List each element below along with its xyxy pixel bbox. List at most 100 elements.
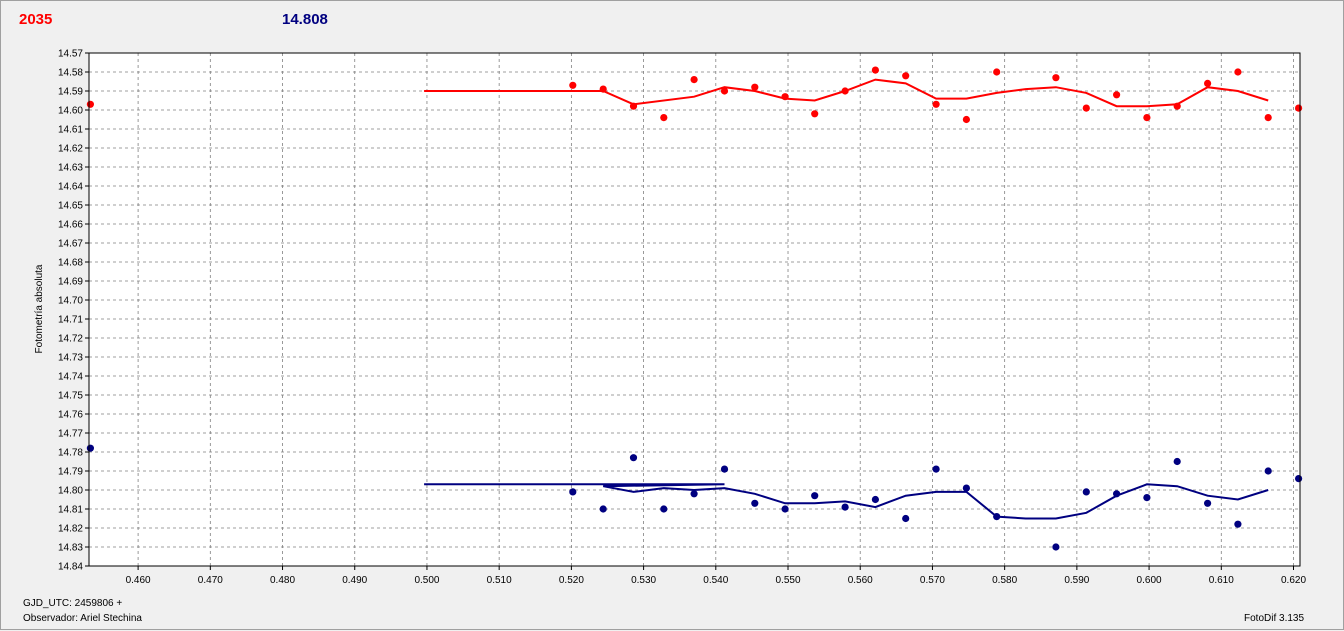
series-0-data-point	[902, 72, 910, 80]
series-0-data-point	[932, 100, 940, 108]
series-0-data-point	[1204, 79, 1212, 87]
y-tick-label: 14.82	[58, 524, 83, 535]
y-tick-label: 14.63	[58, 163, 83, 174]
series-1-data-point	[871, 495, 880, 504]
series-0-data-point	[1143, 114, 1151, 122]
series-0-data-point	[811, 110, 819, 118]
plot-background	[89, 53, 1300, 566]
series-0-trend-line	[424, 78, 1269, 108]
y-axis-label: Fotometría absoluta	[34, 264, 45, 353]
series-1-data-point	[962, 484, 971, 492]
x-tick-label: 0.460	[126, 575, 151, 586]
x-tick-label: 0.580	[992, 575, 1017, 586]
series-0-data-point	[599, 85, 607, 93]
y-tick-label: 14.70	[58, 296, 83, 307]
y-tick-label: 14.57	[58, 49, 83, 60]
series-1-data-point	[781, 505, 789, 513]
y-tick-label: 14.79	[58, 467, 83, 478]
x-tick-label: 0.600	[1137, 575, 1162, 586]
series-0-data-point	[1295, 104, 1303, 112]
series-0-data-point	[781, 93, 789, 101]
series-0-data-point	[660, 114, 668, 122]
series-0-data-point	[1113, 91, 1121, 99]
x-tick-label: 0.510	[487, 575, 512, 586]
series-1-data-point	[86, 444, 94, 452]
plot-border	[88, 52, 1301, 567]
x-tick-label: 0.590	[1064, 575, 1089, 586]
y-tick-label: 14.77	[58, 429, 83, 440]
series-1-data-point	[1234, 520, 1242, 528]
gjd-label: GJD_UTC: 2459806 +	[23, 598, 123, 609]
x-tick-label: 0.480	[270, 575, 295, 586]
series-1-data-point	[1143, 494, 1151, 502]
y-tick-label: 14.66	[58, 220, 83, 231]
series-0-data-point	[1082, 104, 1090, 112]
series-0-data-point	[871, 66, 880, 74]
x-tick-label: 0.610	[1209, 575, 1234, 586]
x-tick-label: 0.560	[848, 575, 873, 586]
series-1-data-point	[841, 503, 849, 511]
series-1-data-point	[751, 499, 759, 507]
y-tick-label: 14.72	[58, 334, 83, 345]
y-tick-label: 14.62	[58, 144, 83, 155]
y-tick-label: 14.59	[58, 87, 83, 98]
series-1-data-point	[690, 490, 698, 498]
y-tick-label: 14.61	[58, 125, 83, 136]
x-tick-label: 0.540	[703, 575, 728, 586]
version-label: FotoDif 3.135	[1244, 613, 1305, 624]
series-1-data-point	[1082, 488, 1090, 496]
y-tick-label: 14.65	[58, 201, 83, 212]
x-tick-label: 0.550	[775, 575, 800, 586]
series-1-data-point	[1295, 475, 1303, 483]
y-tick-label: 14.58	[58, 68, 83, 79]
series-1-data-point	[932, 465, 940, 473]
series-1-data-point	[993, 513, 1001, 521]
series-1-data-point	[902, 514, 910, 523]
y-tick-label: 14.81	[58, 505, 83, 516]
x-tick-label: 0.530	[631, 575, 656, 586]
series-1-data-point	[1113, 490, 1121, 498]
series-0-data-point	[86, 100, 94, 108]
series-0-data-point	[962, 115, 971, 124]
header-right-value: 14.808	[282, 11, 328, 28]
x-tick-label: 0.500	[414, 575, 439, 586]
series-0-data-point	[1234, 68, 1242, 76]
y-tick-label: 14.68	[58, 258, 83, 269]
y-tick-label: 14.64	[58, 182, 83, 193]
series-1-data-point	[811, 492, 819, 500]
y-tick-label: 14.73	[58, 353, 83, 364]
series-0-data-point	[629, 102, 638, 110]
series-1-data-point	[1052, 543, 1060, 551]
observer-label: Observador: Ariel Stechina	[23, 613, 142, 624]
series-1-data-point	[660, 505, 668, 513]
series-1-data-point	[1264, 467, 1272, 475]
x-tick-label: 0.620	[1281, 575, 1306, 586]
series-layer	[86, 66, 1303, 551]
grid-lines	[89, 52, 1300, 567]
series-1-data-point	[629, 454, 638, 462]
series-1-trend-line	[424, 483, 1269, 520]
x-axis-ticks: 0.460 0.470 0.480 0.490 0.500 0.510 0.520 0.530…	[126, 566, 1306, 586]
series-0-data-point	[690, 76, 698, 84]
y-tick-label: 14.74	[58, 372, 83, 383]
x-tick-label: 0.490	[342, 575, 367, 586]
y-tick-label: 14.80	[58, 486, 83, 497]
x-tick-label: 0.520	[559, 575, 584, 586]
y-tick-label: 14.76	[58, 410, 83, 421]
series-1-data-point	[1173, 457, 1181, 466]
y-axis-ticks: 14.57 14.58 14.59 14.60 14.61 14.62 14.63 14.64…	[58, 49, 89, 573]
x-tick-label: 0.470	[198, 575, 223, 586]
series-0-data-point	[1173, 102, 1181, 110]
series-1-data-point	[720, 465, 729, 473]
series-0-data-point	[720, 87, 729, 95]
series-1-data-point	[1204, 499, 1212, 507]
y-tick-label: 14.71	[58, 315, 83, 326]
y-tick-label: 14.75	[58, 391, 83, 402]
series-1-data-point	[569, 488, 577, 496]
y-tick-label: 14.69	[58, 277, 83, 288]
series-0-data-point	[993, 68, 1001, 76]
y-tick-label: 14.67	[58, 239, 83, 250]
series-0-data-point	[569, 81, 577, 89]
